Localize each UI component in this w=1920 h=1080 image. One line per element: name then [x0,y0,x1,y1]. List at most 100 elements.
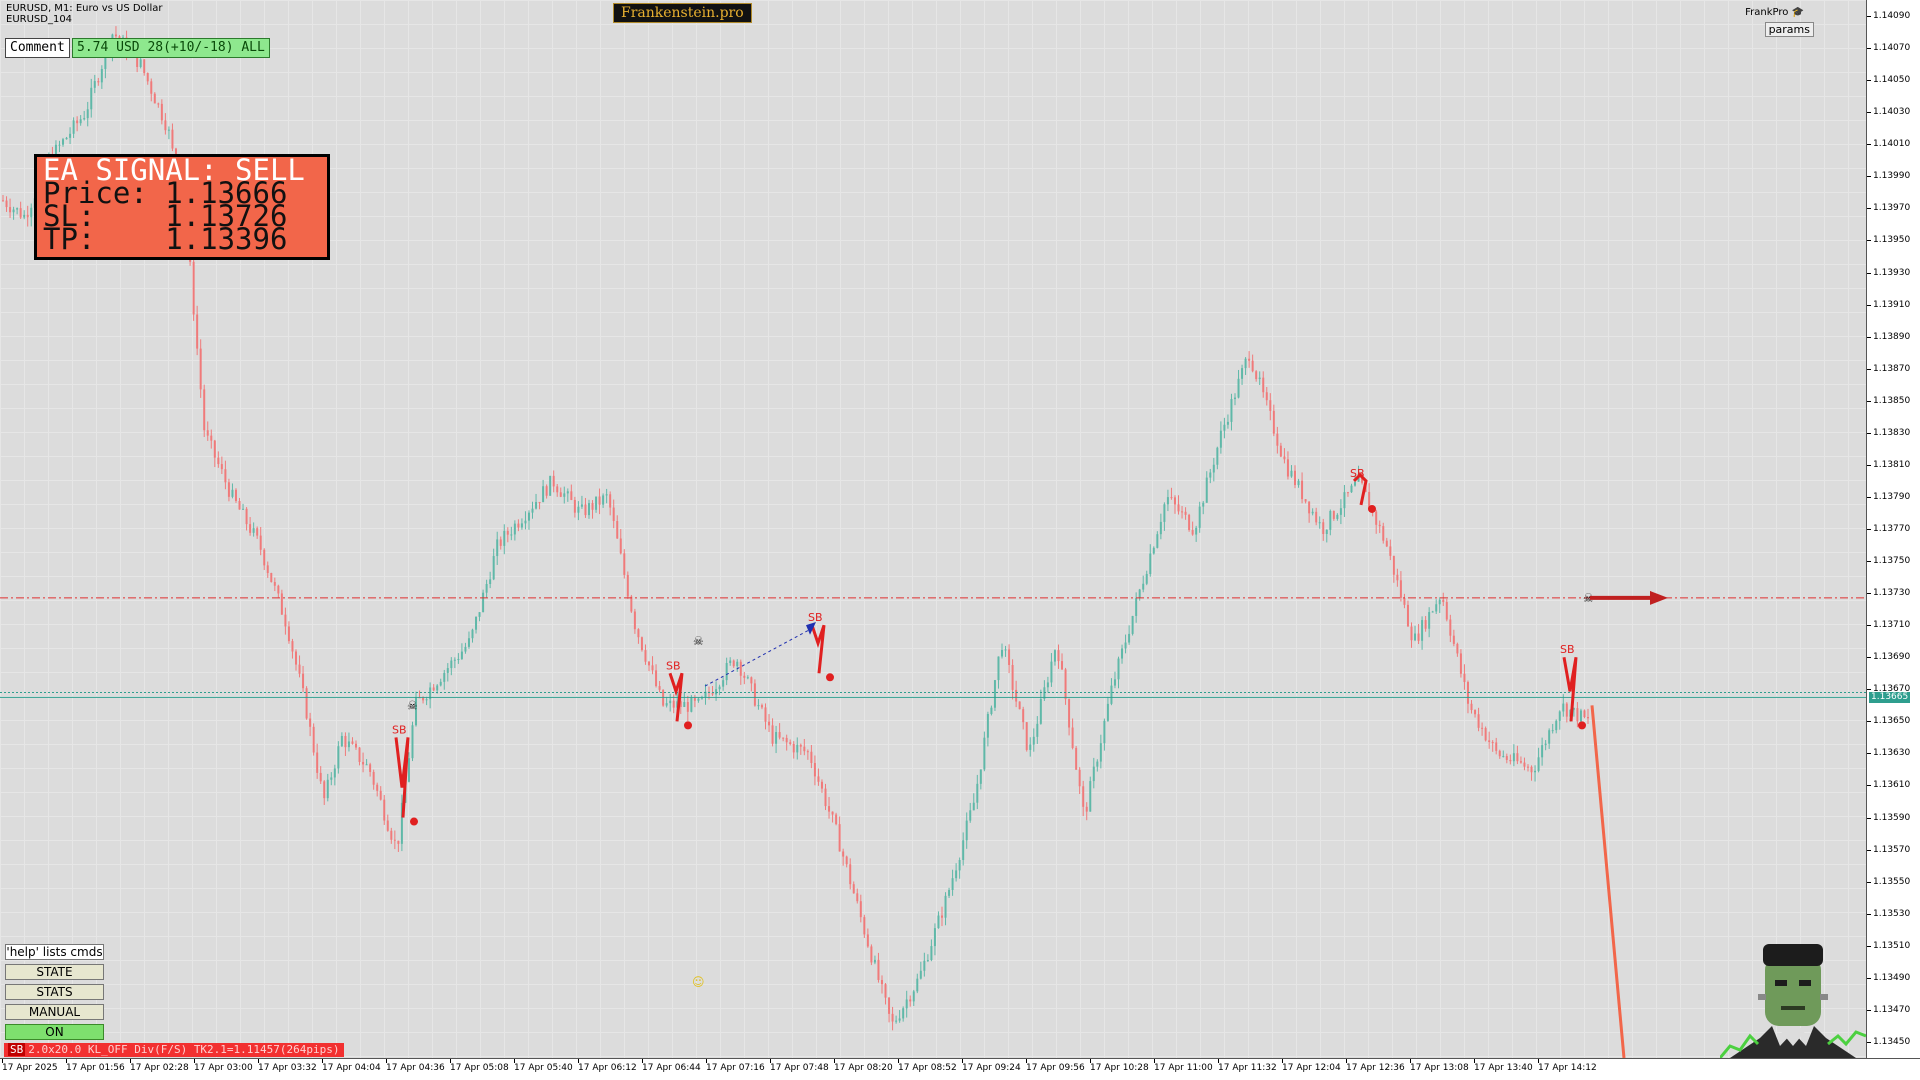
stats-button[interactable]: STATS [5,984,104,1000]
candle-body [5,200,8,208]
candle-body [577,506,580,513]
trade-exit-dot [1368,504,1376,513]
candle-body [203,389,206,431]
candle-body [217,457,220,465]
price-tick-label: 1.13470 [1867,1005,1910,1015]
time-tick-label: 17 Apr 06:44 [642,1059,701,1073]
time-tick-label: 17 Apr 04:04 [322,1059,381,1073]
candle-body [725,662,728,681]
candle-body [309,718,312,727]
candle-body [415,697,418,726]
smiley-icon: ☺ [692,975,705,989]
candle-body [436,685,439,691]
candle-body [1318,522,1321,524]
candle-body [164,120,167,131]
price-tick-label: 1.13730 [1867,588,1910,598]
candle-body [139,59,142,67]
candle-body [972,802,975,811]
candle-body [895,1020,898,1022]
candle-body [160,103,163,121]
price-tick-label: 1.13750 [1867,556,1910,566]
candle-body [1050,661,1053,683]
sl-arrow-head [1650,590,1668,605]
candle-body [778,732,781,738]
manual-button[interactable]: MANUAL [5,1004,104,1020]
candle-body [655,670,658,687]
time-axis[interactable]: 17 Apr 2025 17 Apr 01:56 17 Apr 02:28 17 Ap… [0,1058,1920,1080]
candle-body [1036,723,1039,737]
candle-body [1445,602,1448,620]
candle-body [1537,757,1540,771]
candle-body [870,946,873,963]
time-tick-label: 17 Apr 02:28 [130,1059,189,1073]
candle-body [397,840,400,844]
candle-body [669,700,672,704]
candle-body [1431,611,1434,613]
price-chart[interactable]: SB SB SB SB SB ☠ ☠ ☠ ☺ EURUSD, M1: Euro vs US Do… [0,0,1866,1058]
candle-body [517,523,520,528]
price-axis[interactable]: 1.14090 1.14070 1.14050 1.14030 1.14010 1.139… [1866,0,1920,1058]
candle-body [944,895,947,918]
candle-body [167,129,170,131]
candle-body [1343,492,1346,509]
sb-label: SB [666,659,681,672]
time-tick-label: 17 Apr 05:40 [514,1059,573,1073]
candle-body [962,840,965,861]
params-button[interactable]: params [1764,22,1814,37]
price-tick-label: 1.13790 [1867,492,1910,502]
candle-body [432,687,435,691]
sb-trade-marker [1352,472,1368,506]
price-tick-label: 1.13450 [1867,1037,1910,1047]
candle-body [316,752,319,773]
candle-body [90,87,93,110]
candle-body [227,482,230,497]
candle-body [1233,397,1236,400]
on-toggle-button[interactable]: ON [5,1024,104,1040]
candle-body [1173,497,1176,505]
candle-body [616,521,619,539]
candle-body [157,103,160,105]
candle-body [1470,703,1473,711]
candle-body [443,672,446,682]
candle-body [873,959,876,963]
help-button[interactable]: 'help' lists cmds [5,944,104,960]
time-tick-label: 17 Apr 2025 [2,1059,58,1073]
candle-body [171,129,174,149]
candle-body [1481,727,1484,729]
candle-body [1053,650,1056,662]
candle-body [736,661,739,667]
candle-body [323,781,326,799]
candle-body [386,820,389,831]
pnl-summary: 5.74 USD 28(+10/-18) ALL [72,38,270,58]
candle-body [337,746,340,769]
ea-signal-panel: EA SIGNAL: SELL Price: 1.13666 SL: 1.137… [34,154,330,260]
candle-body [1290,470,1293,477]
price-tick-label: 1.13910 [1867,300,1910,310]
state-button[interactable]: STATE [5,964,104,980]
candle-body [1551,730,1554,732]
candle-body [1544,743,1547,746]
candle-body [72,120,75,134]
brand-logo[interactable]: Frankenstein.pro [613,3,752,23]
candle-body [760,705,763,708]
candle-body [1491,742,1494,744]
candle-body [898,1018,901,1021]
candle-body [651,665,654,671]
candle-body [1226,421,1229,425]
candle-body [990,707,993,714]
candle-body [979,769,982,784]
candle-body [919,970,922,979]
candle-body [376,784,379,791]
candle-body [76,120,79,124]
candle-body [234,489,237,501]
signal-tp: TP: 1.13396 [43,222,288,256]
candle-body [482,592,485,613]
candle-body [100,68,103,83]
time-tick-label: 17 Apr 09:24 [962,1059,1021,1073]
candle-body [1541,745,1544,758]
candle-body [1022,709,1025,723]
candle-body [1498,750,1501,757]
candle-body [196,314,199,349]
candle-body [1113,679,1116,686]
